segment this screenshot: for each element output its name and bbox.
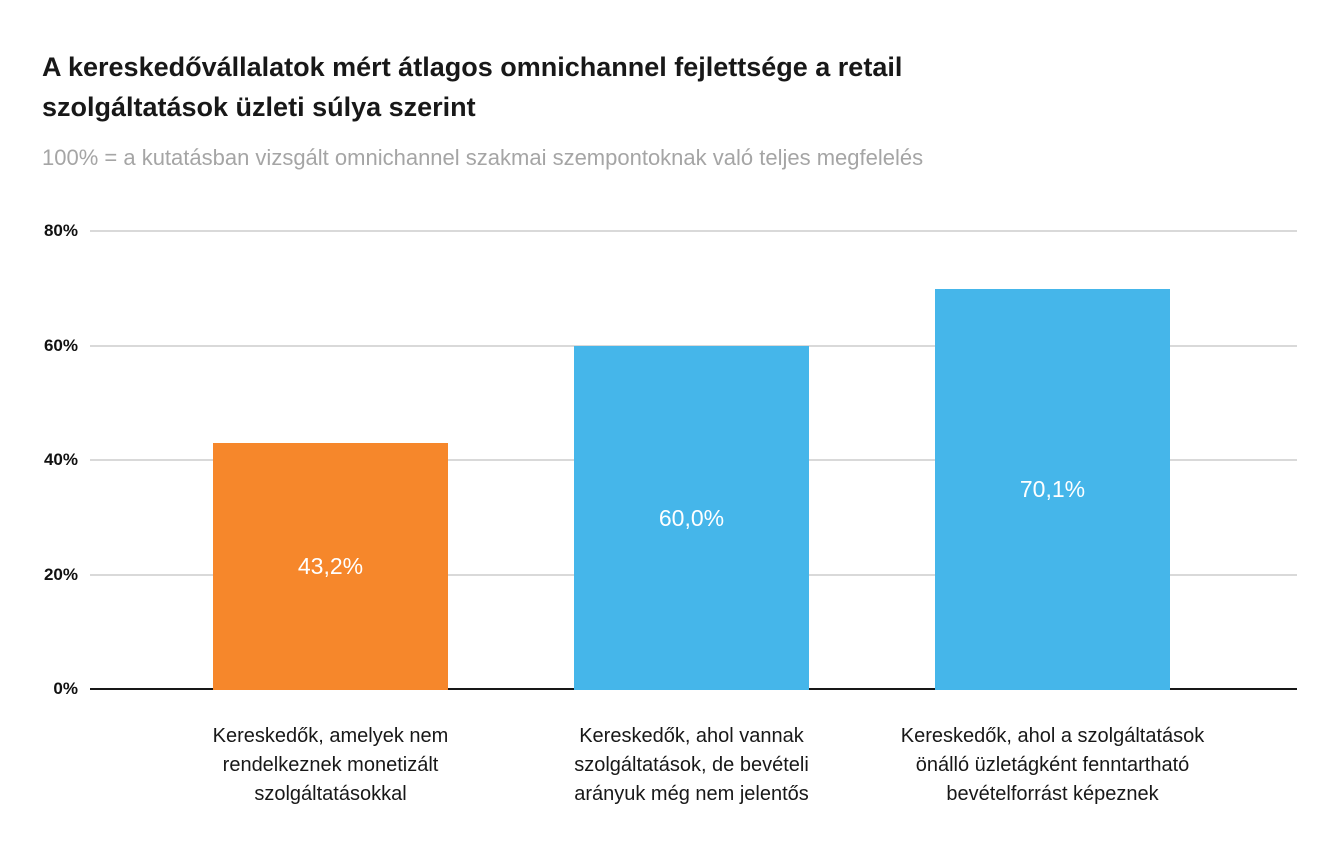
- gridline: [90, 344, 1297, 347]
- y-axis-tick-label: 40%: [43, 450, 78, 469]
- y-axis-tick-label: 20%: [43, 564, 78, 584]
- x-axis-category-label: Kereskedők, ahol a szolgáltatások önálló…: [900, 725, 1205, 805]
- bar-value-label: 43,2%: [297, 553, 364, 579]
- bar-value-label: 60,0%: [658, 504, 725, 531]
- plot-area: 0% 20% 40% 60% 80% 43,2% Kereskedők, amelyek n…: [44, 221, 1297, 805]
- bar-1: 43,2%: [213, 443, 448, 690]
- chart-title: A kereskedővállalatok mért átlagos omnic…: [42, 52, 903, 122]
- bar-value-label: 70,1%: [1019, 476, 1086, 502]
- y-axis-tick-label: 60%: [43, 335, 78, 355]
- chart-subtitle: 100% = a kutatásban vizsgált omnichannel…: [42, 145, 924, 170]
- bar-3: 70,1%: [935, 289, 1170, 690]
- x-axis-category-label: Kereskedők, ahol vannak szolgáltatások, …: [574, 725, 809, 805]
- gridline: [90, 230, 1297, 232]
- x-axis-category-label: Kereskedők, amelyek nem rendelkeznek mon…: [212, 725, 449, 805]
- bar-2: 60,0%: [574, 346, 809, 690]
- y-axis-tick-label: 80%: [43, 221, 78, 240]
- y-axis-tick-label: 0%: [53, 679, 78, 698]
